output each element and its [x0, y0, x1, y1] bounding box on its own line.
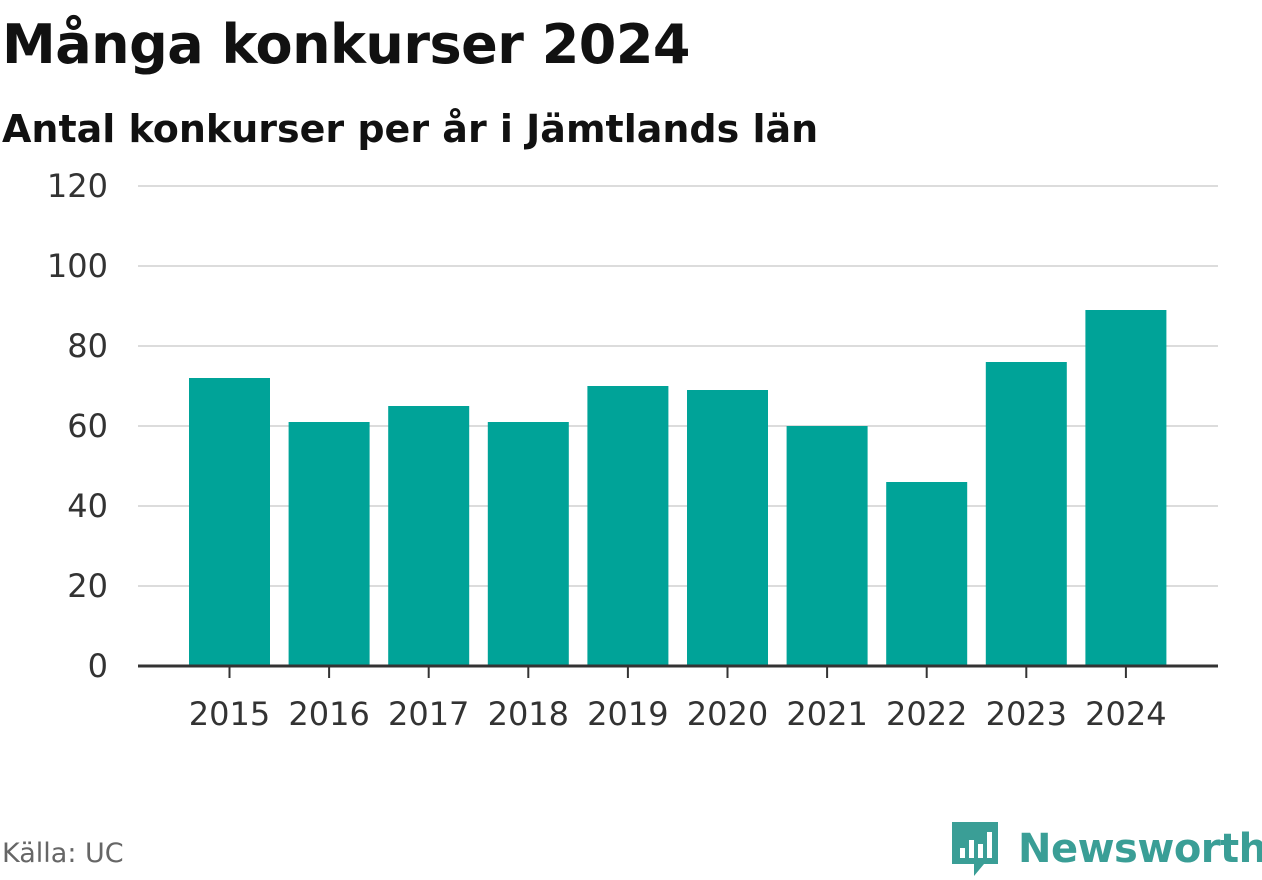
x-tick-label: 2017	[388, 695, 469, 733]
x-axis: 2015 2016 2017 2018 2019 2020 2021 2022 2023 2024	[138, 664, 1218, 733]
x-tick-label: 2021	[786, 695, 867, 733]
source-label: Källa: UC	[2, 838, 124, 869]
bar-2018	[487, 422, 569, 666]
bar-2016	[288, 422, 370, 666]
y-tick-label: 100	[47, 247, 108, 285]
x-tick-label: 2018	[488, 695, 569, 733]
y-tick-label: 20	[67, 567, 108, 605]
bar-chart: 0 20 40 60 80 100 120 2015 2016 2017 2018 2019 2020…	[47, 167, 1218, 733]
x-tick-label: 2024	[1085, 695, 1166, 733]
bar-2015	[189, 378, 270, 666]
newsworthy-logo-icon	[952, 822, 998, 876]
bars	[189, 310, 1167, 666]
x-tick-label: 2023	[986, 695, 1067, 733]
brand[interactable]: Newsworthy	[950, 818, 1262, 880]
x-tick-label: 2019	[587, 695, 668, 733]
bar-2019	[587, 386, 669, 666]
bar-2020	[687, 390, 768, 666]
bar-2023	[985, 362, 1067, 666]
x-tick-label: 2015	[189, 695, 270, 733]
brand-name: Newsworthy	[1018, 826, 1262, 872]
y-tick-label: 80	[67, 327, 108, 365]
y-tick-label: 60	[67, 407, 108, 445]
y-tick-label: 120	[47, 167, 108, 205]
x-tick-label: 2016	[288, 695, 369, 733]
bar-2017	[388, 406, 470, 666]
chart-title: Många konkurser 2024	[2, 13, 691, 76]
x-tick-label: 2022	[886, 695, 967, 733]
y-tick-label: 40	[67, 487, 108, 525]
bar-2022	[886, 482, 968, 666]
y-axis-ticks: 0 20 40 60 80 100 120	[47, 167, 108, 685]
bar-2021	[786, 426, 868, 666]
y-tick-label: 0	[88, 647, 108, 685]
bar-2024	[1085, 310, 1167, 666]
chart-subtitle: Antal konkurser per år i Jämtlands län	[2, 107, 819, 151]
x-tick-label: 2020	[687, 695, 768, 733]
